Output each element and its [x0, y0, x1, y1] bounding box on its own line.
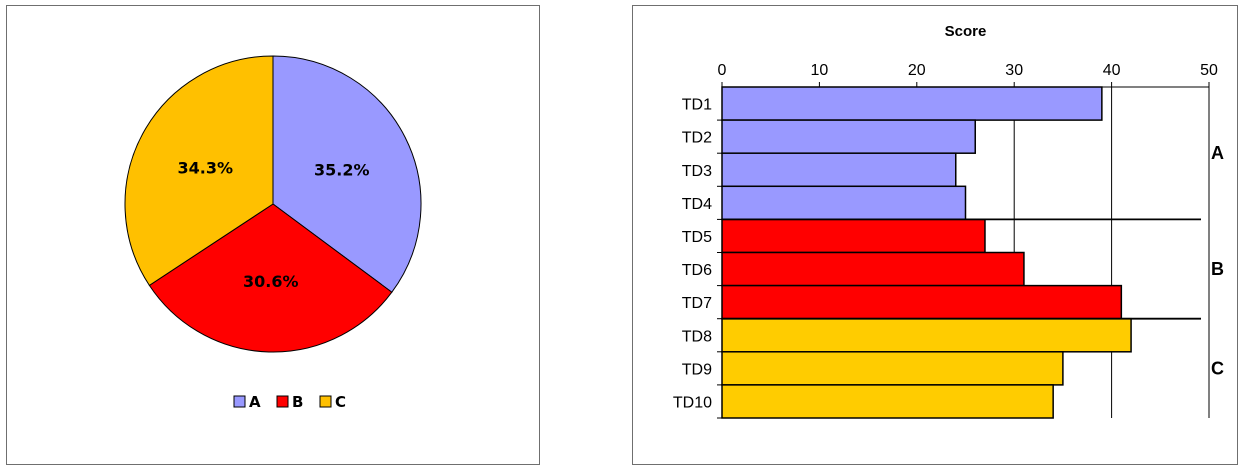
category-label-td8: TD8 [682, 328, 712, 345]
legend-label-b: B [292, 393, 303, 411]
bar-td3 [721, 152, 957, 188]
pie-chart-panel: 35.2% 30.6% 34.3% A B C [6, 5, 540, 465]
pie-value-label-b: 30.6% [243, 272, 299, 291]
category-label-td7: TD7 [682, 295, 712, 312]
category-label-td5: TD5 [682, 229, 712, 246]
pie-chart: 35.2% 30.6% 34.3% A B C [124, 55, 422, 411]
x-axis-title: Score [945, 23, 987, 40]
pie-slice-a [272, 55, 422, 293]
category-label-td6: TD6 [682, 262, 712, 279]
bar-td8 [721, 317, 1132, 353]
legend-label-c: C [335, 393, 346, 411]
legend-label-a: A [249, 393, 261, 411]
legend-swatch-b [276, 395, 289, 408]
bar-chart: TD1 TD2 TD3 TD4 TD5 TD6 TD7 TD8 TD9 TD10 A B C 0 10 20 3… [673, 23, 1224, 419]
x-tick-label-20: 20 [908, 62, 926, 79]
bar-td5 [721, 218, 986, 254]
category-label-td1: TD1 [682, 97, 712, 114]
bar-chart-panel: TD1 TD2 TD3 TD4 TD5 TD6 TD7 TD8 TD9 TD10 A B C 0 10 20 3… [632, 5, 1238, 465]
x-tick-label-0: 0 [718, 62, 727, 79]
pie-slice-b [148, 203, 393, 353]
pie-value-label-c: 34.3% [178, 159, 234, 178]
bar-td4 [721, 185, 967, 221]
x-tick-label-50: 50 [1200, 62, 1218, 79]
group-label-c: C [1211, 358, 1224, 378]
group-label-a: A [1211, 143, 1224, 163]
group-label-b: B [1211, 259, 1224, 279]
category-label-td9: TD9 [682, 361, 712, 378]
bar-td6 [721, 251, 1025, 287]
bar-td2 [721, 119, 976, 154]
legend-swatch-a [233, 395, 246, 408]
bar-td1 [721, 86, 1103, 121]
legend-swatch-c [319, 395, 332, 408]
category-label-td4: TD4 [682, 196, 712, 213]
category-label-td10: TD10 [673, 395, 712, 412]
bar-td7 [721, 284, 1123, 320]
x-tick-label-40: 40 [1103, 62, 1121, 79]
x-tick-label-10: 10 [811, 62, 829, 79]
pie-value-label-a: 35.2% [314, 160, 370, 179]
bar-td9 [721, 351, 1064, 386]
category-label-td3: TD3 [682, 163, 712, 180]
x-tick-label-30: 30 [1005, 62, 1023, 79]
bar-td10 [721, 384, 1054, 419]
category-label-td2: TD2 [682, 130, 712, 147]
pie-slice-c [124, 55, 274, 287]
pie-legend: A B C [233, 393, 346, 411]
